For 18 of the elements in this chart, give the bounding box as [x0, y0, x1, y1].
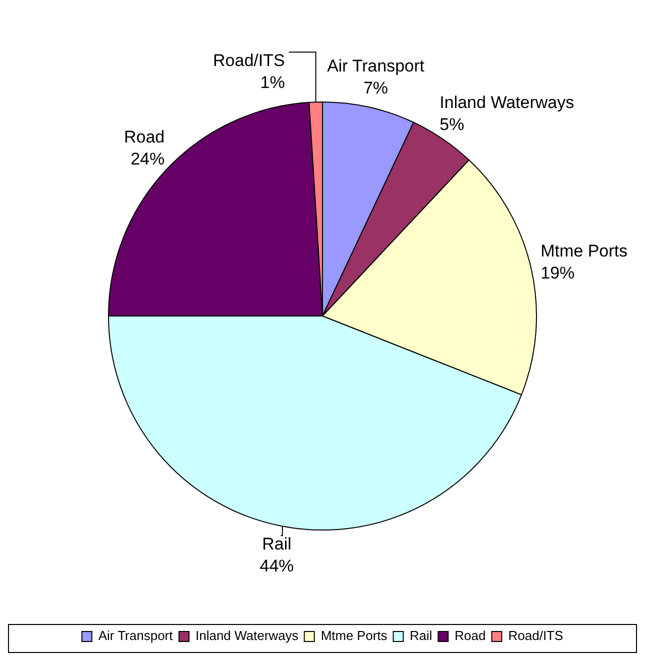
- legend-label: Air Transport: [98, 628, 174, 644]
- data-label: 24%: [130, 150, 165, 169]
- slice-label: Rail: [262, 534, 292, 554]
- legend-label: Rail: [410, 628, 432, 644]
- data-label: 1%: [260, 72, 285, 92]
- data-label: 44%: [260, 556, 294, 576]
- slice-label: Mtme Ports: [540, 241, 628, 260]
- legend-label: Road: [454, 628, 486, 644]
- slice-label: Air Transport: [327, 56, 425, 76]
- data-label: 19%: [540, 263, 575, 282]
- legend-label: Road/ITS: [508, 628, 564, 644]
- data-label: 7%: [363, 78, 388, 98]
- slice-label: Inland Waterways: [440, 92, 574, 112]
- legend-label: Mtme Ports: [320, 628, 388, 644]
- slice-label: Road/ITS: [213, 50, 285, 70]
- data-label: 5%: [440, 114, 464, 134]
- slice-label: Road: [124, 128, 165, 147]
- legend-label: Inland Waterways: [195, 628, 299, 644]
